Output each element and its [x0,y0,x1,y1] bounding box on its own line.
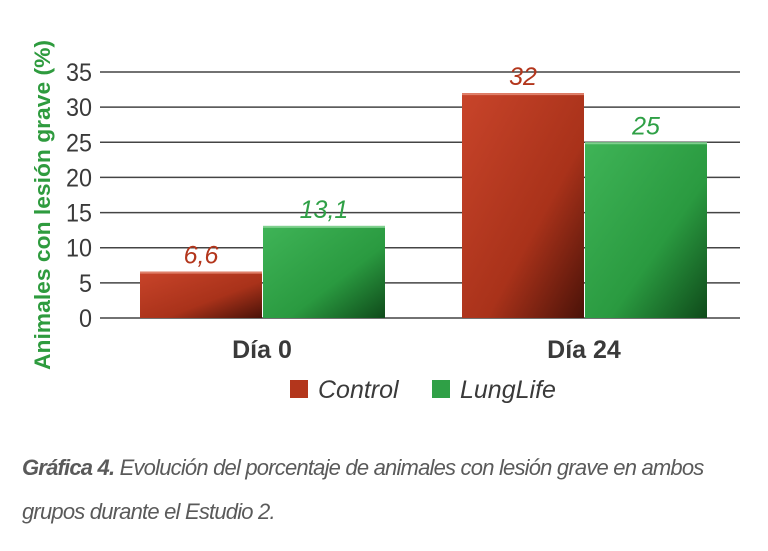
data-label: 25 [631,112,660,140]
y-tick-label: 20 [66,164,92,192]
figure-caption: Gráfica 4. Evolución del porcentaje de a… [22,446,752,534]
bar-lunglife [585,142,707,318]
y-axis-label: Animales con lesión grave (%) [30,40,55,370]
bar-lunglife [263,225,385,318]
legend-swatch-lunglife [432,380,450,398]
y-tick-label: 25 [66,129,92,157]
data-label: 32 [509,63,537,91]
data-label: 6,6 [184,242,219,270]
legend-label: Control [318,376,400,404]
bar-control [462,93,584,318]
y-tick-label: 30 [66,94,92,122]
y-tick-label: 35 [66,59,92,87]
y-tick-label: 15 [66,200,92,228]
caption-label: Gráfica 4. [22,455,115,480]
legend-swatch-control [290,380,308,398]
bar-control [140,271,262,318]
y-tick-label: 10 [66,235,92,263]
legend-label: LungLife [460,376,556,404]
y-tick-label: 0 [79,305,92,333]
caption-text: Evolución del porcentaje de animales con… [22,455,704,524]
x-tick-label: Día 0 [232,336,292,364]
data-label: 13,1 [300,196,349,224]
x-tick-label: Día 24 [547,336,621,364]
y-tick-label: 5 [79,270,92,298]
bar-chart: 0 5 10 15 20 25 30 35 6,6 13,1 Día 0 32 25 Día 24 An… [30,40,740,404]
